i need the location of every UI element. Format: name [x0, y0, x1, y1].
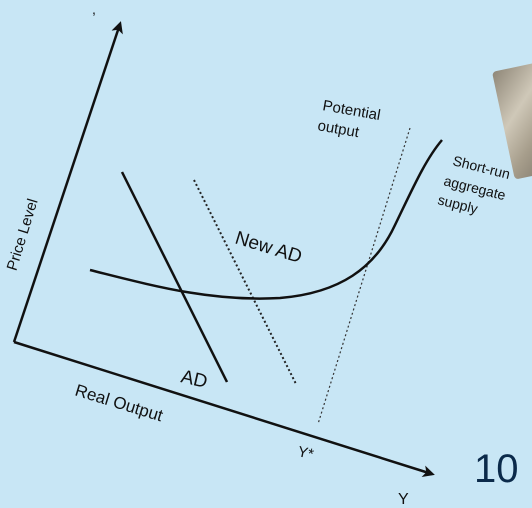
- potential-output-line: [317, 127, 411, 425]
- real-output-label: Real Output: [73, 381, 166, 426]
- price-level-label: Price Level: [4, 197, 42, 273]
- potential-output-label-line2: output: [316, 117, 361, 141]
- top-mark: ,: [92, 1, 96, 17]
- short-run-aggregate-supply-curve: [89, 139, 443, 300]
- ad-label: AD: [179, 366, 209, 392]
- horizontal-axis: [13, 340, 435, 478]
- y-axis-letter: Y: [398, 491, 409, 508]
- y-star-label: Y*: [296, 443, 315, 463]
- vertical-axis: [12, 21, 123, 343]
- new-ad-curve: [193, 179, 297, 385]
- ad-curve: [120, 171, 229, 383]
- new-ad-label: New AD: [233, 228, 305, 268]
- number-fragment: 10: [474, 447, 519, 491]
